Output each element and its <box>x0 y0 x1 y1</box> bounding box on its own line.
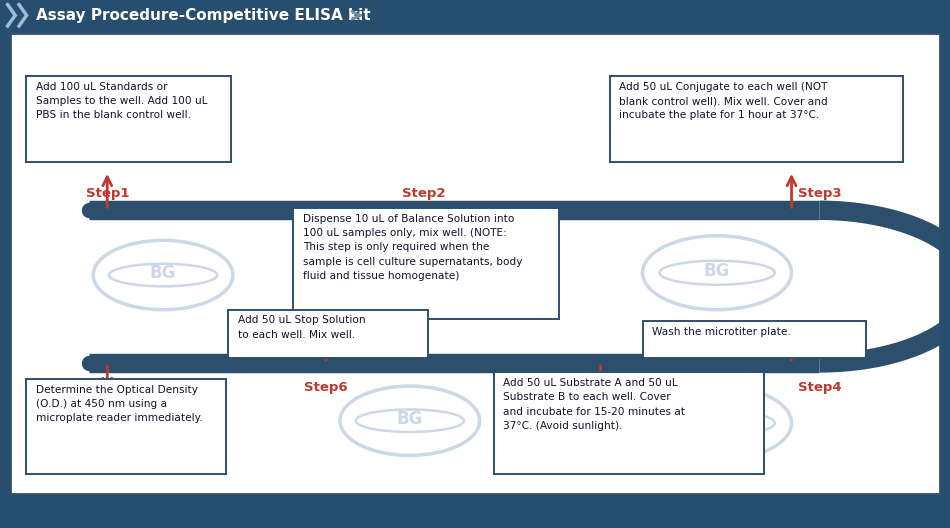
FancyBboxPatch shape <box>10 33 940 494</box>
FancyBboxPatch shape <box>294 208 559 319</box>
Text: Step3: Step3 <box>798 187 842 200</box>
Text: Step5: Step5 <box>579 381 622 394</box>
Text: BG: BG <box>150 265 177 282</box>
FancyBboxPatch shape <box>27 76 231 162</box>
Text: Add 100 uL Standards or
Samples to the well. Add 100 uL
PBS in the blank control: Add 100 uL Standards or Samples to the w… <box>35 82 207 120</box>
Text: BG: BG <box>413 267 435 280</box>
FancyBboxPatch shape <box>610 76 903 162</box>
Text: Step2: Step2 <box>402 187 446 200</box>
Text: Assay Procedure-Competitive ELISA kit: Assay Procedure-Competitive ELISA kit <box>36 8 371 23</box>
Text: BG: BG <box>704 412 731 430</box>
Text: Determine the Optical Density
(O.D.) at 450 nm using a
microplate reader immedia: Determine the Optical Density (O.D.) at … <box>35 385 202 423</box>
Text: Add 50 uL Conjugate to each well (NOT
blank control well). Mix well. Cover and
i: Add 50 uL Conjugate to each well (NOT bl… <box>619 82 828 120</box>
Text: Add 50 uL Substrate A and 50 uL
Substrate B to each well. Cover
and incubate for: Add 50 uL Substrate A and 50 uL Substrat… <box>503 378 685 431</box>
FancyBboxPatch shape <box>642 321 866 359</box>
Text: Wash the microtiter plate.: Wash the microtiter plate. <box>652 327 790 337</box>
Text: Step6: Step6 <box>304 381 348 394</box>
FancyBboxPatch shape <box>228 310 428 359</box>
FancyBboxPatch shape <box>27 379 226 474</box>
Text: Dispense 10 uL of Balance Solution into
100 uL samples only, mix well. (NOTE:
Th: Dispense 10 uL of Balance Solution into … <box>303 213 522 281</box>
Text: Step7: Step7 <box>86 381 129 394</box>
FancyBboxPatch shape <box>494 372 764 474</box>
Text: BG: BG <box>704 262 731 280</box>
Text: Step1: Step1 <box>86 187 129 200</box>
Text: BG: BG <box>136 410 162 428</box>
Text: Step4: Step4 <box>798 381 842 394</box>
Text: Add 50 uL Stop Solution
to each well. Mix well.: Add 50 uL Stop Solution to each well. Mi… <box>238 315 365 340</box>
Text: BG: BG <box>397 410 423 428</box>
